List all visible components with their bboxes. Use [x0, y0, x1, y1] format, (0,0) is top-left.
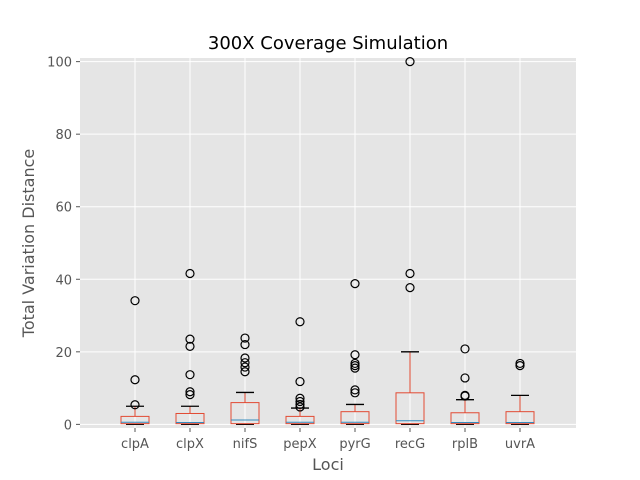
x-tick-label: clpX — [176, 437, 204, 452]
x-tick-label: uvrA — [505, 437, 535, 452]
y-axis-ticks: 0 20 40 60 80 100 — [47, 56, 80, 433]
outlier-point — [130, 296, 140, 306]
box-body — [285, 415, 315, 425]
x-tick-label: pyrG — [339, 437, 370, 452]
outlier-point — [295, 376, 305, 387]
outlier-point — [240, 362, 250, 372]
x-axis-label: Loci — [312, 455, 344, 474]
outlier-point — [350, 363, 360, 373]
box-body — [450, 412, 480, 425]
outlier-point — [185, 334, 195, 344]
outlier-point — [130, 375, 140, 385]
y-tick-label: 100 — [47, 56, 72, 71]
box-body — [230, 402, 260, 425]
outlier-point — [295, 393, 305, 403]
outlier-point — [295, 402, 305, 412]
x-axis-ticks: clpA clpX nifS pepX pyrG recG rplB uvrA — [121, 428, 535, 452]
outlier-point — [295, 396, 305, 407]
outlier-point — [185, 387, 195, 397]
plot-area — [80, 58, 576, 428]
box-nifS — [230, 333, 260, 426]
outlier-point — [185, 370, 195, 380]
chart-title: 300X Coverage Simulation — [208, 33, 448, 54]
box-clpX — [175, 268, 205, 426]
x-tick-label: rplB — [452, 437, 478, 452]
box-body — [395, 392, 425, 425]
outlier-point — [240, 353, 250, 363]
outlier-point — [185, 390, 195, 400]
outlier-point — [350, 385, 360, 395]
box-recG — [395, 57, 425, 426]
outlier-point — [185, 341, 195, 351]
y-tick-label: 80 — [55, 128, 72, 143]
outlier-point — [460, 344, 470, 354]
outlier-point — [405, 268, 415, 279]
outlier-point — [240, 339, 250, 350]
x-tick-label: pepX — [283, 437, 317, 452]
outlier-point — [460, 373, 470, 383]
outlier-point — [295, 317, 305, 327]
outlier-point — [350, 350, 360, 360]
box-body — [175, 412, 205, 425]
x-tick-label: nifS — [233, 437, 258, 452]
outlier-point — [295, 399, 305, 410]
boxes-layer — [120, 57, 535, 426]
box-uvrA — [505, 358, 535, 426]
box-body — [340, 411, 370, 425]
y-tick-label: 0 — [64, 418, 72, 433]
outlier-point — [240, 333, 250, 343]
outlier-point — [460, 390, 470, 400]
outlier-point — [130, 400, 140, 410]
box-pepX — [285, 317, 315, 426]
box-clpA — [120, 296, 150, 426]
box-pyrG — [340, 279, 370, 426]
y-tick-label: 20 — [55, 346, 72, 361]
y-axis-label: Total Variation Distance — [19, 149, 38, 338]
outlier-point — [405, 283, 415, 293]
outlier-point — [350, 279, 360, 289]
outlier-point — [240, 358, 250, 368]
grid-lines — [80, 58, 576, 428]
x-tick-label: clpA — [121, 437, 149, 452]
outlier-point — [405, 57, 415, 67]
box-body — [505, 411, 535, 425]
outlier-point — [350, 358, 360, 369]
outlier-point — [185, 268, 195, 279]
outlier-point — [350, 388, 360, 398]
y-tick-label: 40 — [55, 273, 72, 288]
x-tick-label: recG — [395, 437, 425, 452]
box-rplB — [450, 344, 480, 426]
outlier-point — [515, 358, 525, 369]
y-tick-label: 60 — [55, 201, 72, 216]
outlier-point — [240, 367, 250, 377]
box-body — [120, 415, 150, 425]
